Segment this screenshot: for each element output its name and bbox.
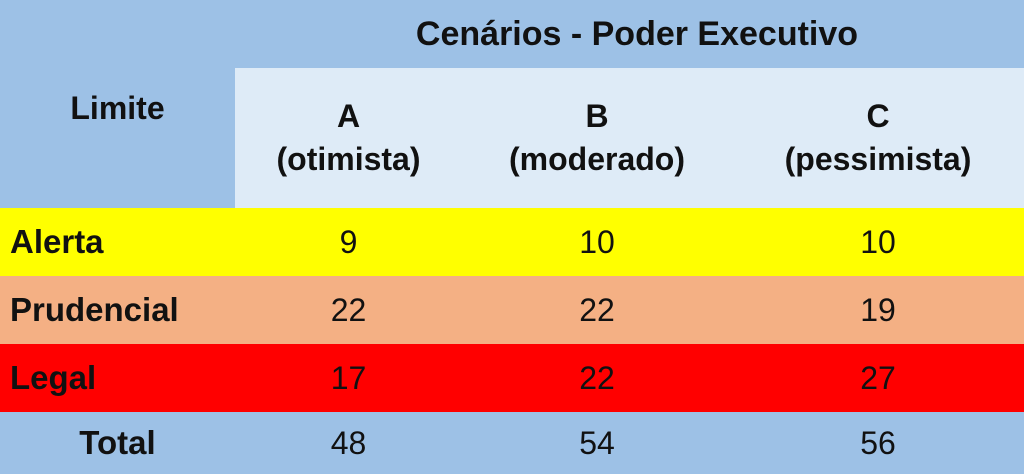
- column-label: (otimista): [276, 141, 421, 177]
- column-header-a: A (otimista): [235, 68, 462, 208]
- table-cell: 56: [732, 412, 1024, 474]
- row-label-prudencial: Prudencial: [0, 276, 235, 344]
- table-cell: 22: [462, 276, 732, 344]
- column-label: (moderado): [509, 141, 685, 177]
- row-label-alerta: Alerta: [0, 208, 235, 276]
- row-label-legal: Legal: [0, 344, 235, 412]
- table-cell: 54: [462, 412, 732, 474]
- table-cell: 17: [235, 344, 462, 412]
- column-header-b: B (moderado): [462, 68, 732, 208]
- table-cell: 19: [732, 276, 1024, 344]
- column-letter: C: [866, 97, 890, 134]
- table-cell: 10: [732, 208, 1024, 276]
- column-letter: A: [336, 97, 361, 134]
- table-cell: 22: [462, 344, 732, 412]
- table-cell: 9: [235, 208, 462, 276]
- table-cell: 10: [462, 208, 732, 276]
- table-cell: 48: [235, 412, 462, 474]
- table-cell: 22: [235, 276, 462, 344]
- column-letter: B: [585, 97, 609, 134]
- table-cell: 27: [732, 344, 1024, 412]
- row-label-total: Total: [0, 412, 235, 474]
- column-label: (pessimista): [784, 141, 972, 177]
- table-title: Cenários - Poder Executivo: [0, 0, 1024, 68]
- column-header-c: C (pessimista): [732, 68, 1024, 208]
- limite-header: Limite: [0, 68, 235, 208]
